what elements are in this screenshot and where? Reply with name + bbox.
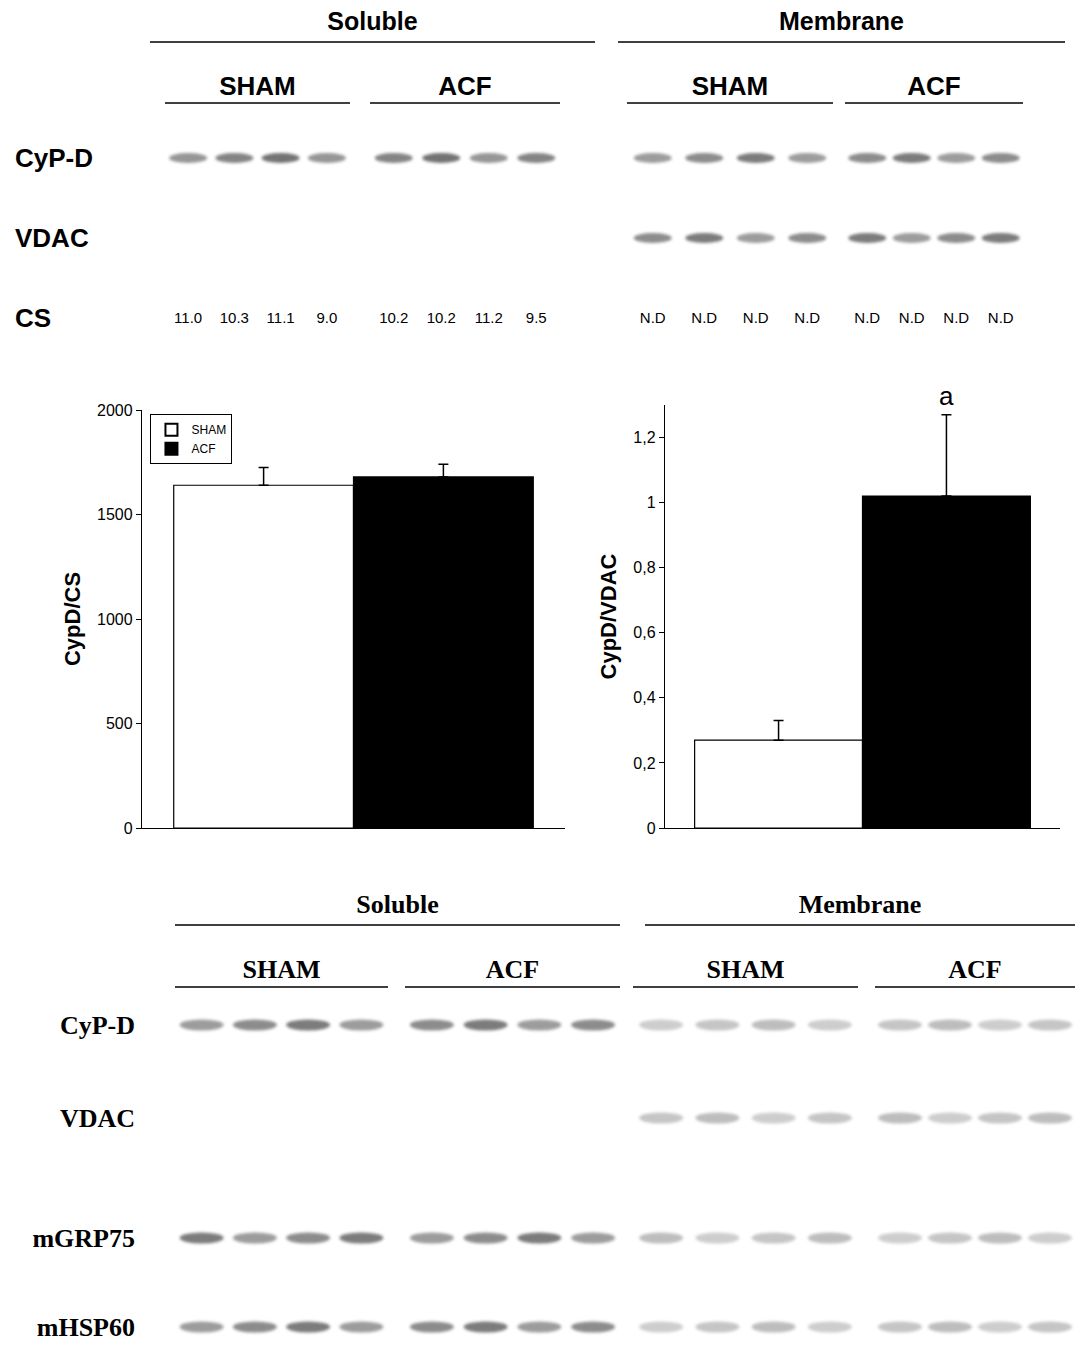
svg-text:500: 500: [106, 715, 133, 732]
svg-text:Soluble: Soluble: [356, 890, 438, 919]
svg-text:VDAC: VDAC: [60, 1104, 135, 1133]
svg-text:N.D: N.D: [899, 309, 925, 326]
svg-text:ACF: ACF: [948, 955, 1001, 984]
svg-text:10.2: 10.2: [379, 309, 408, 326]
svg-text:VDAC: VDAC: [15, 223, 89, 253]
svg-text:0,2: 0,2: [633, 755, 655, 772]
svg-text:N.D: N.D: [640, 309, 666, 326]
svg-text:Membrane: Membrane: [799, 890, 922, 919]
svg-text:SHAM: SHAM: [707, 955, 785, 984]
svg-text:9.0: 9.0: [316, 309, 337, 326]
svg-text:SHAM: SHAM: [243, 955, 321, 984]
svg-text:0: 0: [647, 820, 656, 837]
svg-text:a: a: [939, 381, 954, 411]
svg-text:N.D: N.D: [691, 309, 717, 326]
svg-text:0,8: 0,8: [633, 559, 655, 576]
svg-text:SHAM: SHAM: [191, 423, 226, 437]
svg-text:N.D: N.D: [743, 309, 769, 326]
svg-text:SHAM: SHAM: [219, 71, 296, 101]
svg-text:mHSP60: mHSP60: [37, 1313, 135, 1342]
svg-text:CS: CS: [15, 303, 51, 333]
svg-text:Soluble: Soluble: [327, 7, 417, 35]
svg-text:ACF: ACF: [438, 71, 491, 101]
svg-text:1000: 1000: [97, 611, 133, 628]
svg-text:CyP-D: CyP-D: [15, 143, 93, 173]
svg-text:11.2: 11.2: [475, 309, 503, 326]
svg-text:2000: 2000: [97, 402, 133, 419]
svg-text:ACF: ACF: [907, 71, 960, 101]
svg-text:ACF: ACF: [191, 442, 215, 456]
svg-text:CyP-D: CyP-D: [60, 1011, 135, 1040]
svg-text:N.D: N.D: [854, 309, 880, 326]
svg-text:11.0: 11.0: [174, 309, 202, 326]
svg-text:SHAM: SHAM: [692, 71, 769, 101]
svg-text:0,4: 0,4: [633, 689, 655, 706]
svg-text:N.D: N.D: [794, 309, 820, 326]
svg-text:CypD/VDAC: CypD/VDAC: [596, 553, 621, 679]
svg-text:N.D: N.D: [988, 309, 1014, 326]
svg-text:11.1: 11.1: [267, 309, 295, 326]
svg-text:ACF: ACF: [486, 955, 539, 984]
svg-text:0: 0: [124, 820, 133, 837]
svg-text:10.2: 10.2: [427, 309, 456, 326]
svg-text:N.D: N.D: [943, 309, 969, 326]
svg-text:10.3: 10.3: [220, 309, 249, 326]
svg-text:9.5: 9.5: [526, 309, 547, 326]
svg-text:1: 1: [647, 494, 656, 511]
svg-text:0,6: 0,6: [633, 624, 655, 641]
svg-text:mGRP75: mGRP75: [32, 1224, 135, 1253]
svg-text:1,2: 1,2: [633, 429, 655, 446]
svg-text:CypD/CS: CypD/CS: [60, 572, 85, 666]
svg-text:1500: 1500: [97, 506, 133, 523]
svg-text:Membrane: Membrane: [779, 7, 904, 35]
